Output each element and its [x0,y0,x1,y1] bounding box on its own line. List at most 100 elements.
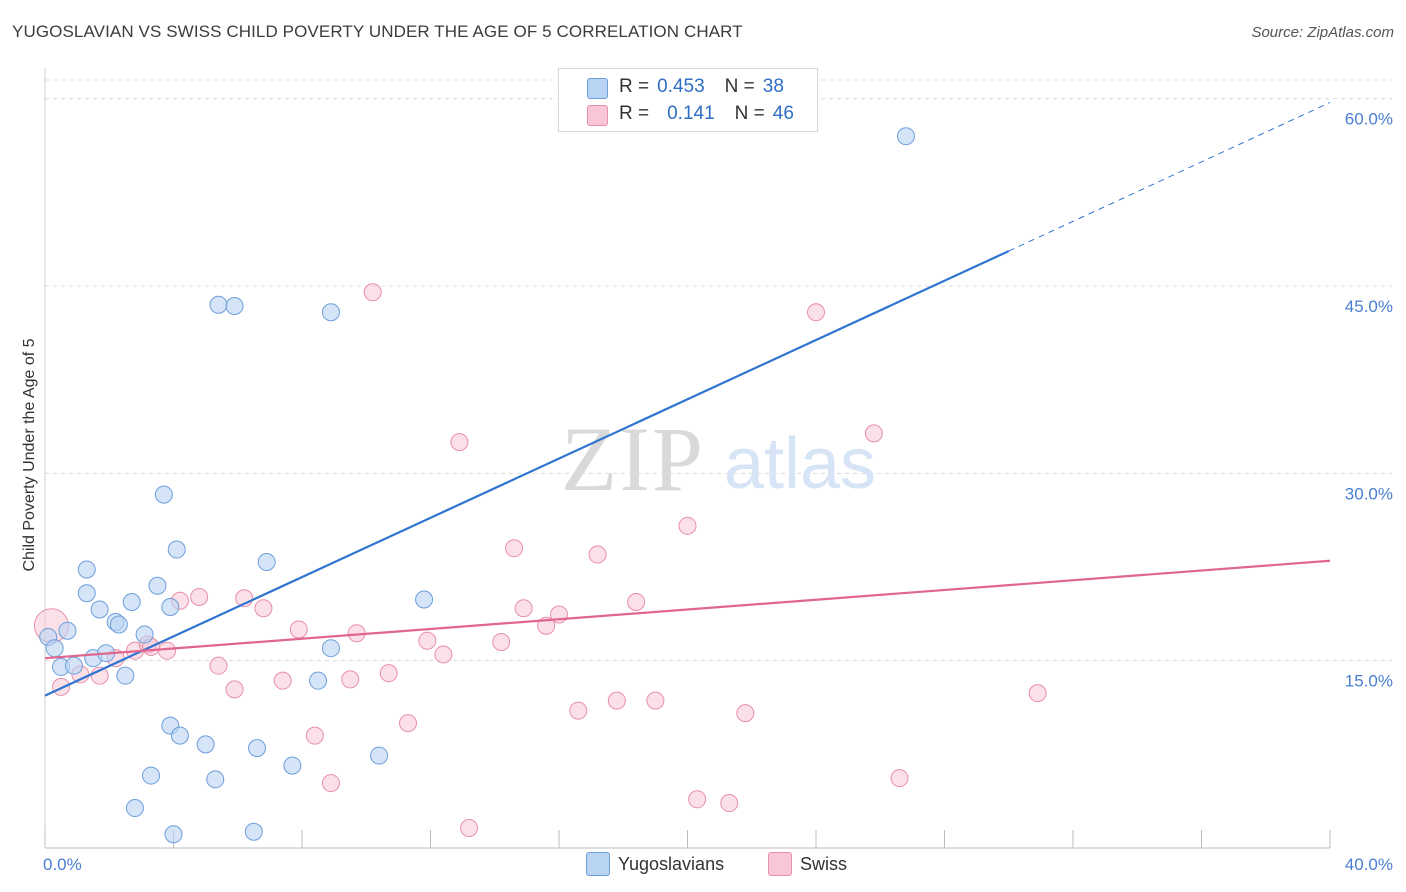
yugoslavian-point [45,639,64,658]
yugoslavian-point [90,600,109,619]
swiss-point [341,670,360,689]
yugoslavian-point [116,666,135,685]
swiss-points [33,283,1047,838]
swiss-point [379,664,398,683]
y-tick-label: 30.0% [1345,484,1393,503]
yugoslavian-point [154,485,173,504]
yugoslavian-point [206,770,225,789]
swiss-point [678,516,697,535]
yugoslavian-point [170,726,189,745]
axes-layer [44,68,1331,849]
yugoslavian-point [257,553,276,572]
bottom-legend-yugoslavians: Yugoslavians [586,852,724,876]
y-tick-label: 60.0% [1345,110,1393,129]
swiss-point [688,790,707,809]
legend-swatch-yugoslavians [587,78,608,99]
yugoslavian-point [125,799,144,818]
legend-r-label: R = [619,103,650,124]
swiss-point [646,691,665,710]
yugoslavian-trend-extension [1008,102,1331,252]
swiss-point [321,774,340,793]
legend-n-label: N = [724,76,755,97]
swiss-point [434,645,453,664]
swiss-point [450,433,469,452]
trend-lines [44,102,1331,697]
swiss-point [158,641,177,660]
yugoslavian-point [321,303,340,322]
legend-row-swiss: R = 0.141 N = 46 [619,102,794,126]
swiss-point [418,631,437,650]
swiss-point [363,283,382,302]
yugoslavian-point [196,735,215,754]
legend-row-yugoslavians: R = 0.453 N = 38 [619,75,784,99]
yugoslavian-point [122,592,141,611]
yugoslavian-point [77,584,96,603]
source-label: Source: ZipAtlas.com [1251,24,1394,41]
yugoslavian-point [167,540,186,559]
bottom-swatch-yugoslavians [586,852,610,876]
swiss-point [627,592,646,611]
swiss-point [460,819,479,838]
swiss-point [399,714,418,733]
y-tick-label: 15.0% [1345,672,1393,691]
yugoslavian-point [161,597,180,616]
legend-swatch-swiss [587,105,608,126]
swiss-point [305,726,324,745]
yugoslavian-points [39,127,915,844]
swiss-point [190,587,209,606]
tick-labels: 15.0% 30.0% 45.0% 60.0% 0.0% 40.0% [43,110,1393,874]
watermark-atlas: atlas [724,424,876,504]
swiss-trend-line [44,559,1331,660]
chart-title: YUGOSLAVIAN VS SWISS CHILD POVERTY UNDER… [12,22,743,41]
swiss-point [254,599,273,618]
x-tick-label: 0.0% [43,855,82,874]
swiss-point [505,539,524,558]
bottom-legend-label: Swiss [800,853,848,874]
yugoslavian-point [244,822,263,841]
yugoslavian-point [58,621,77,640]
legend-n-label: N = [734,103,765,124]
yugoslavian-trend-line [44,250,1010,697]
swiss-point [209,656,228,675]
legend-r-label: R = [619,76,650,97]
y-axis-label: Child Poverty Under the Age of 5 [21,338,38,571]
swiss-point [588,545,607,564]
swiss-point [890,769,909,788]
yugoslavian-point [135,625,154,644]
swiss-point [52,677,71,696]
swiss-point [569,701,588,720]
swiss-point [807,303,825,322]
swiss-point [514,599,533,618]
bottom-swatch-swiss [768,852,792,876]
yugoslavian-point [164,825,183,844]
legend-n-value: 46 [772,103,794,124]
yugoslavian-point [225,297,244,316]
yugoslavian-point [309,671,328,690]
yugoslavian-point [148,576,167,595]
y-tick-label: 45.0% [1345,297,1393,316]
swiss-point [736,704,755,723]
yugoslavian-point [896,127,915,146]
correlation-legend: R = 0.453 N = 38 R = 0.141 N = 46 [558,68,818,132]
legend-r-value: 0.141 [667,103,715,124]
yugoslavian-point [321,639,340,658]
swiss-point [225,680,244,699]
yugoslavian-point [415,590,434,609]
yugoslavian-point [142,766,161,785]
watermark: ZIP atlas [561,408,876,510]
swiss-point [607,691,626,710]
yugoslavian-point [77,560,96,579]
bottom-legend-label: Yugoslavians [618,853,725,874]
legend-r-value: 0.453 [657,76,705,97]
yugoslavian-point [370,746,389,765]
yugoslavian-point [209,295,228,314]
swiss-point [289,620,308,639]
yugoslavian-point [283,756,302,775]
swiss-point [864,424,883,443]
yugoslavian-point [248,739,267,758]
yugoslavian-point [64,656,83,675]
bottom-legend-swiss: Swiss [768,852,847,876]
legend-n-value: 38 [762,76,784,97]
swiss-point [492,632,511,651]
swiss-point [1028,684,1047,703]
